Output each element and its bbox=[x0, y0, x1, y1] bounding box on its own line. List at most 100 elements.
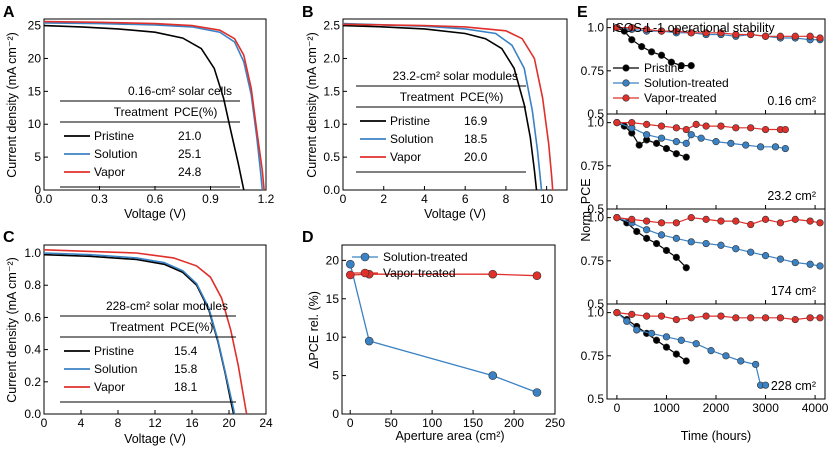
data-point bbox=[692, 340, 700, 348]
y-tick-label: 0.5 bbox=[587, 107, 604, 121]
data-point bbox=[761, 215, 770, 223]
data-point bbox=[657, 312, 666, 320]
data-point bbox=[532, 388, 542, 397]
data-point bbox=[687, 314, 695, 322]
x-tick-label: 200 bbox=[504, 416, 524, 430]
x-tick-label: 24 bbox=[259, 416, 273, 430]
y-tick-label: 1.0 bbox=[587, 116, 604, 130]
table-row-name: Pristine bbox=[94, 129, 134, 143]
data-point bbox=[662, 333, 671, 341]
data-point bbox=[816, 314, 824, 322]
table-row-name: Solution bbox=[94, 362, 137, 376]
x-axis-label: Voltage (V) bbox=[424, 207, 486, 221]
x-tick-label: 250 bbox=[545, 416, 565, 430]
x-tick-label: 2000 bbox=[703, 401, 730, 415]
y-tick-label: 0.75 bbox=[581, 159, 605, 173]
curve-solution bbox=[43, 22, 264, 191]
table-header-pce: PCE(%) bbox=[174, 105, 217, 119]
series-line bbox=[616, 312, 766, 386]
curve-vapor bbox=[43, 249, 248, 415]
data-point bbox=[643, 131, 651, 139]
data-point bbox=[652, 139, 661, 147]
data-point bbox=[712, 138, 720, 146]
data-point bbox=[747, 314, 755, 322]
table-row-pce: 15.8 bbox=[174, 362, 198, 376]
y-tick-label: 0.0 bbox=[323, 183, 340, 197]
data-point bbox=[776, 32, 785, 40]
data-point bbox=[687, 131, 695, 139]
y-tick-label: 15 bbox=[326, 292, 340, 306]
data-point bbox=[672, 219, 680, 227]
data-point bbox=[628, 215, 636, 223]
data-point bbox=[672, 27, 680, 35]
data-point bbox=[672, 350, 680, 358]
table-row-name: Vapor bbox=[94, 165, 125, 179]
legend-marker bbox=[622, 79, 630, 87]
data-point bbox=[702, 122, 710, 130]
data-point bbox=[687, 29, 695, 37]
x-tick-label: 1000 bbox=[653, 401, 680, 415]
subplot-label: 228 cm² bbox=[771, 379, 816, 393]
panel-letter-b: B bbox=[302, 4, 314, 21]
panel-e-title: ISOS-L-1 operational stability bbox=[612, 21, 775, 35]
x-tick-label: 0 bbox=[340, 192, 347, 206]
y-tick-label: 0.4 bbox=[24, 343, 41, 357]
data-point bbox=[682, 153, 690, 161]
subplot-label: 174 cm² bbox=[771, 284, 816, 298]
data-point bbox=[657, 231, 666, 239]
data-point bbox=[761, 125, 770, 134]
data-point bbox=[806, 260, 814, 268]
table-row-name: Pristine bbox=[390, 114, 430, 128]
data-point bbox=[638, 43, 646, 51]
data-point bbox=[364, 336, 374, 346]
data-point bbox=[662, 246, 671, 255]
curve-pristine bbox=[43, 24, 245, 191]
y-tick-label: 20 bbox=[326, 253, 340, 267]
x-axis-label: Voltage (V) bbox=[124, 432, 186, 446]
data-point bbox=[756, 143, 765, 151]
data-point bbox=[672, 253, 680, 261]
data-point bbox=[717, 122, 725, 130]
data-point bbox=[776, 314, 785, 322]
data-point bbox=[643, 226, 651, 234]
data-point bbox=[643, 25, 651, 33]
data-point bbox=[776, 255, 785, 263]
x-tick-label: 12 bbox=[148, 416, 162, 430]
table-row-name: Solution bbox=[94, 147, 137, 161]
series-line bbox=[616, 122, 786, 131]
data-point bbox=[806, 217, 814, 225]
data-point bbox=[657, 122, 666, 130]
data-point bbox=[677, 336, 685, 344]
legend-label: Pristine bbox=[644, 61, 684, 75]
data-point bbox=[657, 219, 666, 227]
y-tick-label: 1.0 bbox=[587, 21, 604, 35]
y-tick-label: 1.0 bbox=[323, 117, 340, 131]
data-point bbox=[633, 326, 641, 334]
table-row-name: Solution bbox=[390, 132, 433, 146]
table-row-pce: 25.1 bbox=[178, 147, 202, 161]
y-tick-label: 0.75 bbox=[581, 64, 605, 78]
data-point bbox=[623, 317, 631, 325]
data-point bbox=[613, 24, 621, 32]
data-point bbox=[628, 24, 636, 32]
data-point bbox=[752, 360, 760, 369]
data-point bbox=[682, 139, 690, 147]
data-point bbox=[791, 215, 799, 223]
data-point bbox=[732, 30, 740, 39]
data-point bbox=[647, 329, 656, 337]
curve-solution bbox=[43, 252, 236, 415]
data-point bbox=[742, 141, 750, 149]
x-tick-label: 8 bbox=[503, 192, 510, 206]
x-tick-label: 0.0 bbox=[36, 192, 53, 206]
data-point bbox=[816, 262, 824, 270]
x-tick-label: 16 bbox=[185, 416, 199, 430]
y-axis-label: ΔPCE rel. (%) bbox=[307, 291, 321, 369]
subplot-label: 0.16 cm² bbox=[767, 94, 816, 108]
data-point bbox=[702, 312, 710, 320]
y-tick-label: 0.75 bbox=[581, 349, 605, 363]
data-point bbox=[727, 139, 735, 147]
data-point bbox=[346, 259, 355, 269]
data-point bbox=[806, 314, 814, 322]
data-point bbox=[747, 220, 755, 229]
